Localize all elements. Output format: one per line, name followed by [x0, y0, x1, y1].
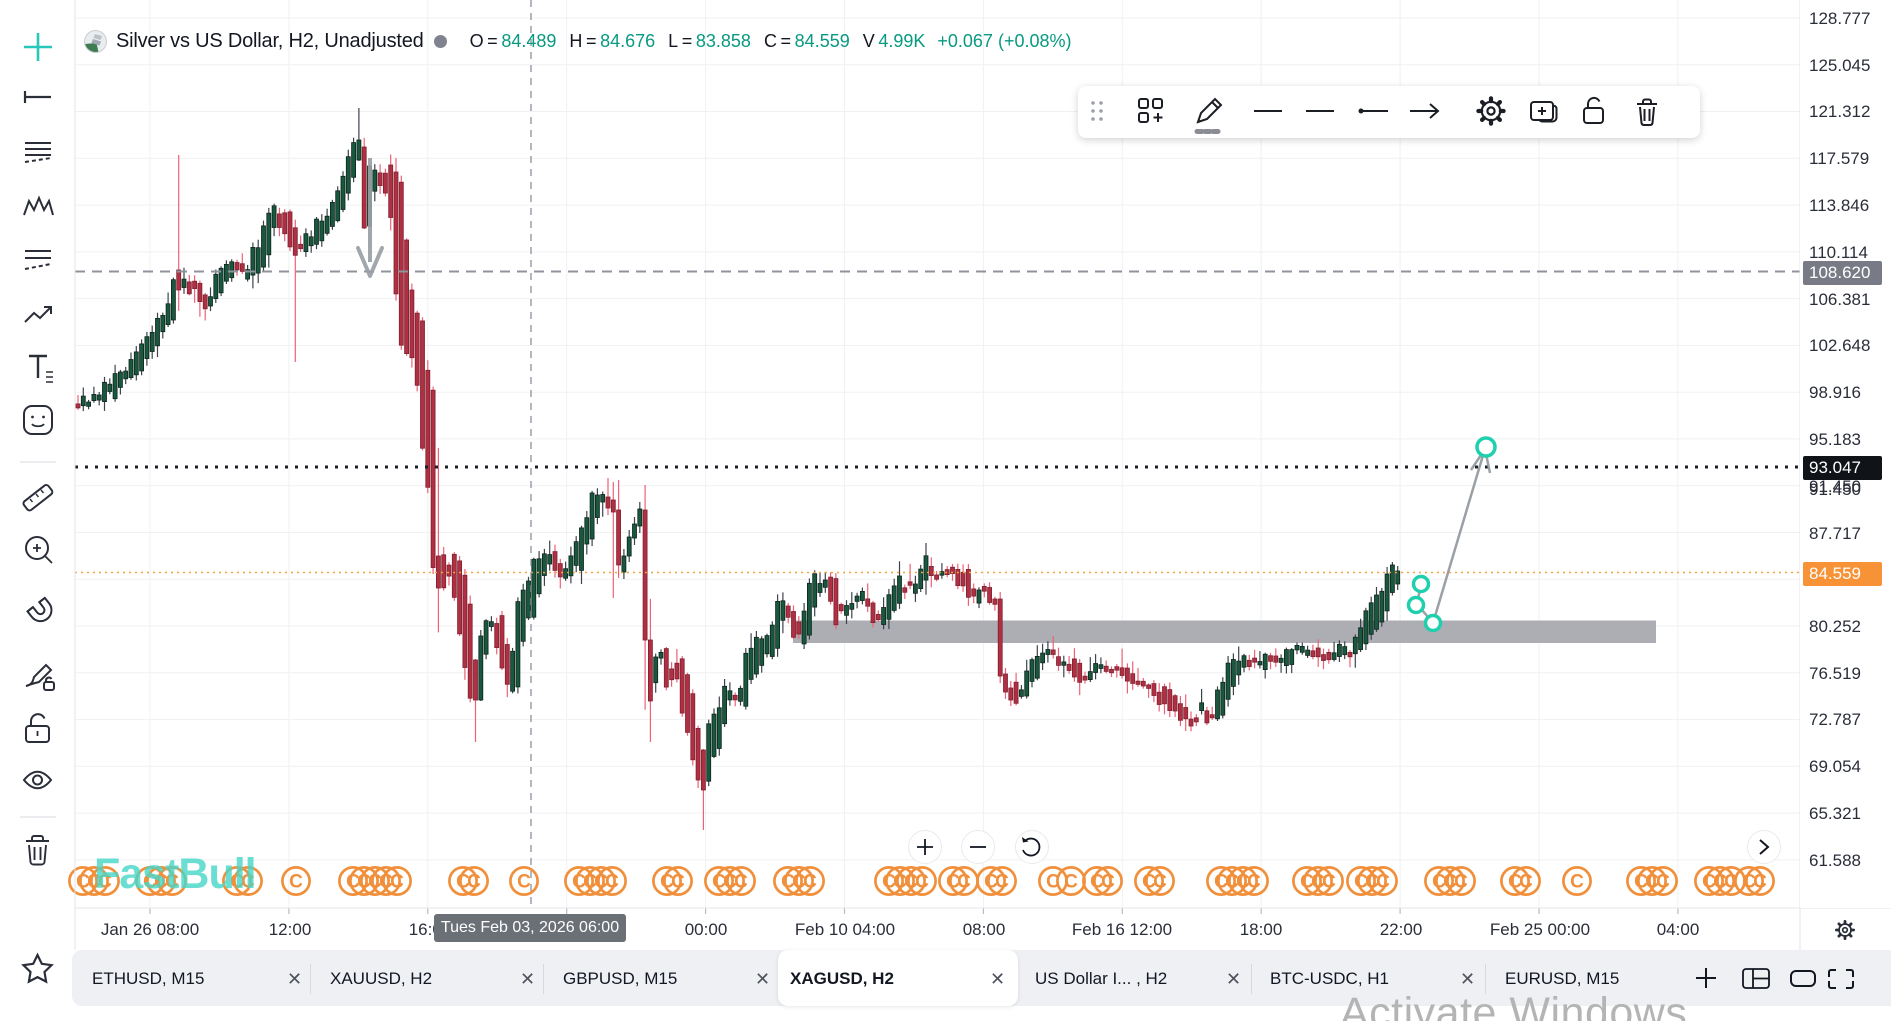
svg-text:C: C	[904, 872, 918, 893]
svg-text:C: C	[1090, 872, 1104, 893]
svg-text:C: C	[1101, 872, 1115, 893]
svg-text:C: C	[241, 872, 255, 893]
svg-text:C: C	[456, 872, 470, 893]
svg-text:C: C	[1724, 872, 1738, 893]
svg-text:C: C	[594, 872, 608, 893]
svg-text:C: C	[1365, 872, 1379, 893]
svg-text:C: C	[660, 872, 674, 893]
svg-text:C: C	[1742, 872, 1756, 893]
svg-text:C: C	[165, 872, 179, 893]
svg-text:C: C	[1311, 872, 1325, 893]
svg-text:C: C	[723, 872, 737, 893]
svg-text:C: C	[1713, 872, 1727, 893]
svg-text:FastBull: FastBull	[94, 850, 256, 898]
svg-text:C: C	[230, 872, 244, 893]
svg-text:C: C	[572, 872, 586, 893]
svg-text:C: C	[792, 872, 806, 893]
svg-text:C: C	[1454, 872, 1468, 893]
svg-text:C: C	[712, 872, 726, 893]
svg-text:C: C	[1432, 872, 1446, 893]
svg-text:C: C	[1046, 872, 1060, 893]
svg-text:C: C	[671, 872, 685, 893]
svg-text:C: C	[1753, 872, 1767, 893]
svg-text:C: C	[915, 872, 929, 893]
svg-text:C: C	[605, 872, 619, 893]
svg-text:C: C	[368, 872, 382, 893]
svg-text:C: C	[87, 872, 101, 893]
svg-text:C: C	[1354, 872, 1368, 893]
svg-text:C: C	[1300, 872, 1314, 893]
svg-text:C: C	[1142, 872, 1156, 893]
svg-text:C: C	[803, 872, 817, 893]
svg-text:C: C	[1634, 872, 1648, 893]
svg-text:C: C	[1519, 872, 1533, 893]
svg-text:C: C	[1570, 872, 1584, 893]
svg-text:C: C	[1236, 872, 1250, 893]
svg-text:C: C	[1508, 872, 1522, 893]
svg-text:C: C	[1214, 872, 1228, 893]
svg-text:C: C	[379, 872, 393, 893]
svg-text:C: C	[1225, 872, 1239, 893]
svg-text:C: C	[781, 872, 795, 893]
svg-text:C: C	[1702, 872, 1716, 893]
svg-text:C: C	[1656, 872, 1670, 893]
svg-text:C: C	[1443, 872, 1457, 893]
svg-text:C: C	[467, 872, 481, 893]
svg-text:C: C	[143, 872, 157, 893]
svg-text:C: C	[357, 872, 371, 893]
svg-text:C: C	[1322, 872, 1336, 893]
svg-text:C: C	[1247, 872, 1261, 893]
svg-text:C: C	[984, 872, 998, 893]
svg-text:C: C	[583, 872, 597, 893]
svg-text:C: C	[1645, 872, 1659, 893]
svg-text:C: C	[957, 872, 971, 893]
svg-text:C: C	[995, 872, 1009, 893]
svg-text:C: C	[1064, 872, 1078, 893]
svg-text:C: C	[76, 872, 90, 893]
svg-text:C: C	[1376, 872, 1390, 893]
svg-text:C: C	[946, 872, 960, 893]
svg-text:C: C	[390, 872, 404, 893]
svg-text:C: C	[882, 872, 896, 893]
svg-text:C: C	[154, 872, 168, 893]
svg-text:C: C	[1153, 872, 1167, 893]
svg-text:C: C	[98, 872, 112, 893]
svg-text:C: C	[893, 872, 907, 893]
svg-text:C: C	[517, 872, 531, 893]
svg-text:C: C	[346, 872, 360, 893]
svg-text:C: C	[734, 872, 748, 893]
svg-text:C: C	[289, 872, 303, 893]
